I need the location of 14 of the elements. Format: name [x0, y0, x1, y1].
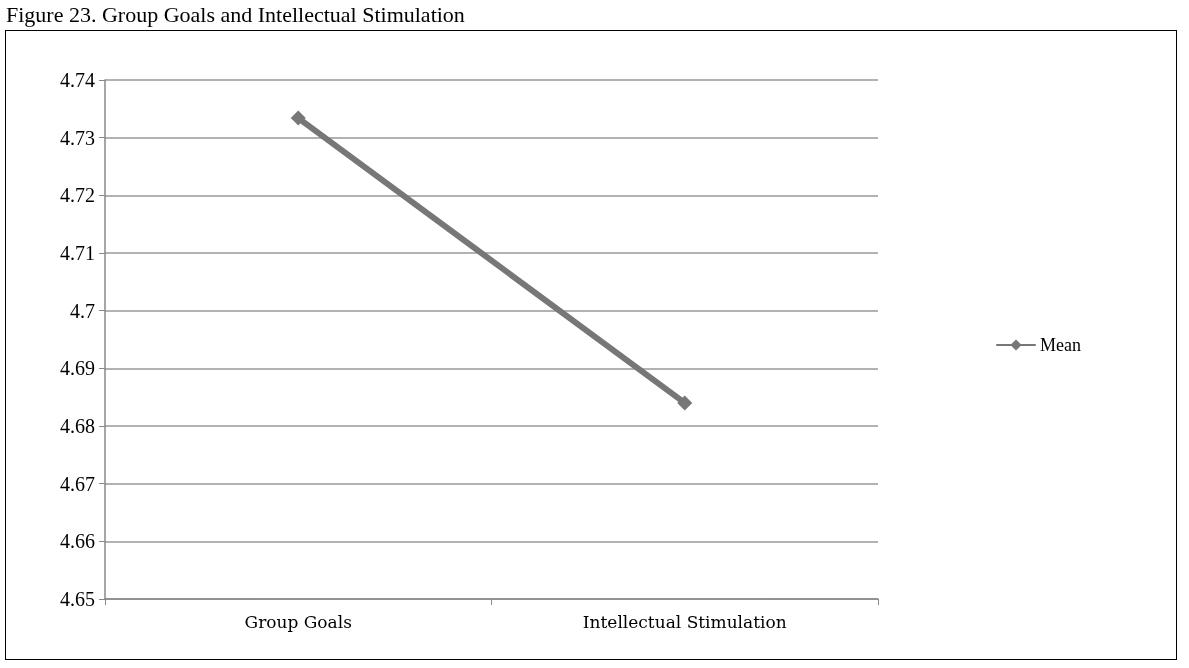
- y-tick-label: 4.7: [70, 299, 95, 322]
- chart-title: Figure 23. Group Goals and Intellectual Stimulation: [6, 2, 465, 28]
- y-tick-label: 4.68: [60, 415, 95, 437]
- y-tick-label: 4.65: [60, 588, 95, 610]
- x-tick-label: Intellectual Stimulation: [582, 611, 787, 632]
- y-tick-label: 4.69: [60, 357, 95, 380]
- y-tick-label: 4.72: [60, 184, 95, 207]
- y-tick-label: 4.66: [60, 530, 95, 553]
- y-tick-label: 4.74: [60, 69, 95, 91]
- y-tick-label: 4.73: [60, 126, 95, 149]
- x-tick-label: Group Goals: [244, 611, 352, 632]
- y-tick-label: 4.71: [60, 242, 95, 264]
- legend-label: Mean: [1040, 335, 1081, 355]
- y-tick-label: 4.67: [60, 472, 95, 495]
